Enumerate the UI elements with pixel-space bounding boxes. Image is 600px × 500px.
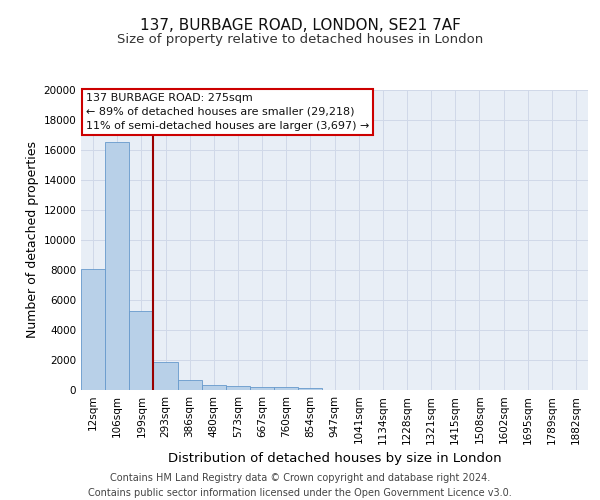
Bar <box>129 310 154 390</box>
Text: Contains HM Land Registry data © Crown copyright and database right 2024.
Contai: Contains HM Land Registry data © Crown c… <box>88 472 512 498</box>
Bar <box>274 388 298 390</box>
Bar <box>298 388 322 390</box>
Bar <box>178 380 202 390</box>
X-axis label: Distribution of detached houses by size in London: Distribution of detached houses by size … <box>167 452 502 465</box>
Bar <box>202 385 226 390</box>
Bar <box>154 362 178 390</box>
Bar <box>226 386 250 390</box>
Text: 137, BURBAGE ROAD, LONDON, SE21 7AF: 137, BURBAGE ROAD, LONDON, SE21 7AF <box>140 18 460 32</box>
Y-axis label: Number of detached properties: Number of detached properties <box>26 142 39 338</box>
Bar <box>105 142 129 390</box>
Text: 137 BURBAGE ROAD: 275sqm
← 89% of detached houses are smaller (29,218)
11% of se: 137 BURBAGE ROAD: 275sqm ← 89% of detach… <box>86 93 370 131</box>
Bar <box>250 387 274 390</box>
Text: Size of property relative to detached houses in London: Size of property relative to detached ho… <box>117 32 483 46</box>
Bar <box>81 268 105 390</box>
